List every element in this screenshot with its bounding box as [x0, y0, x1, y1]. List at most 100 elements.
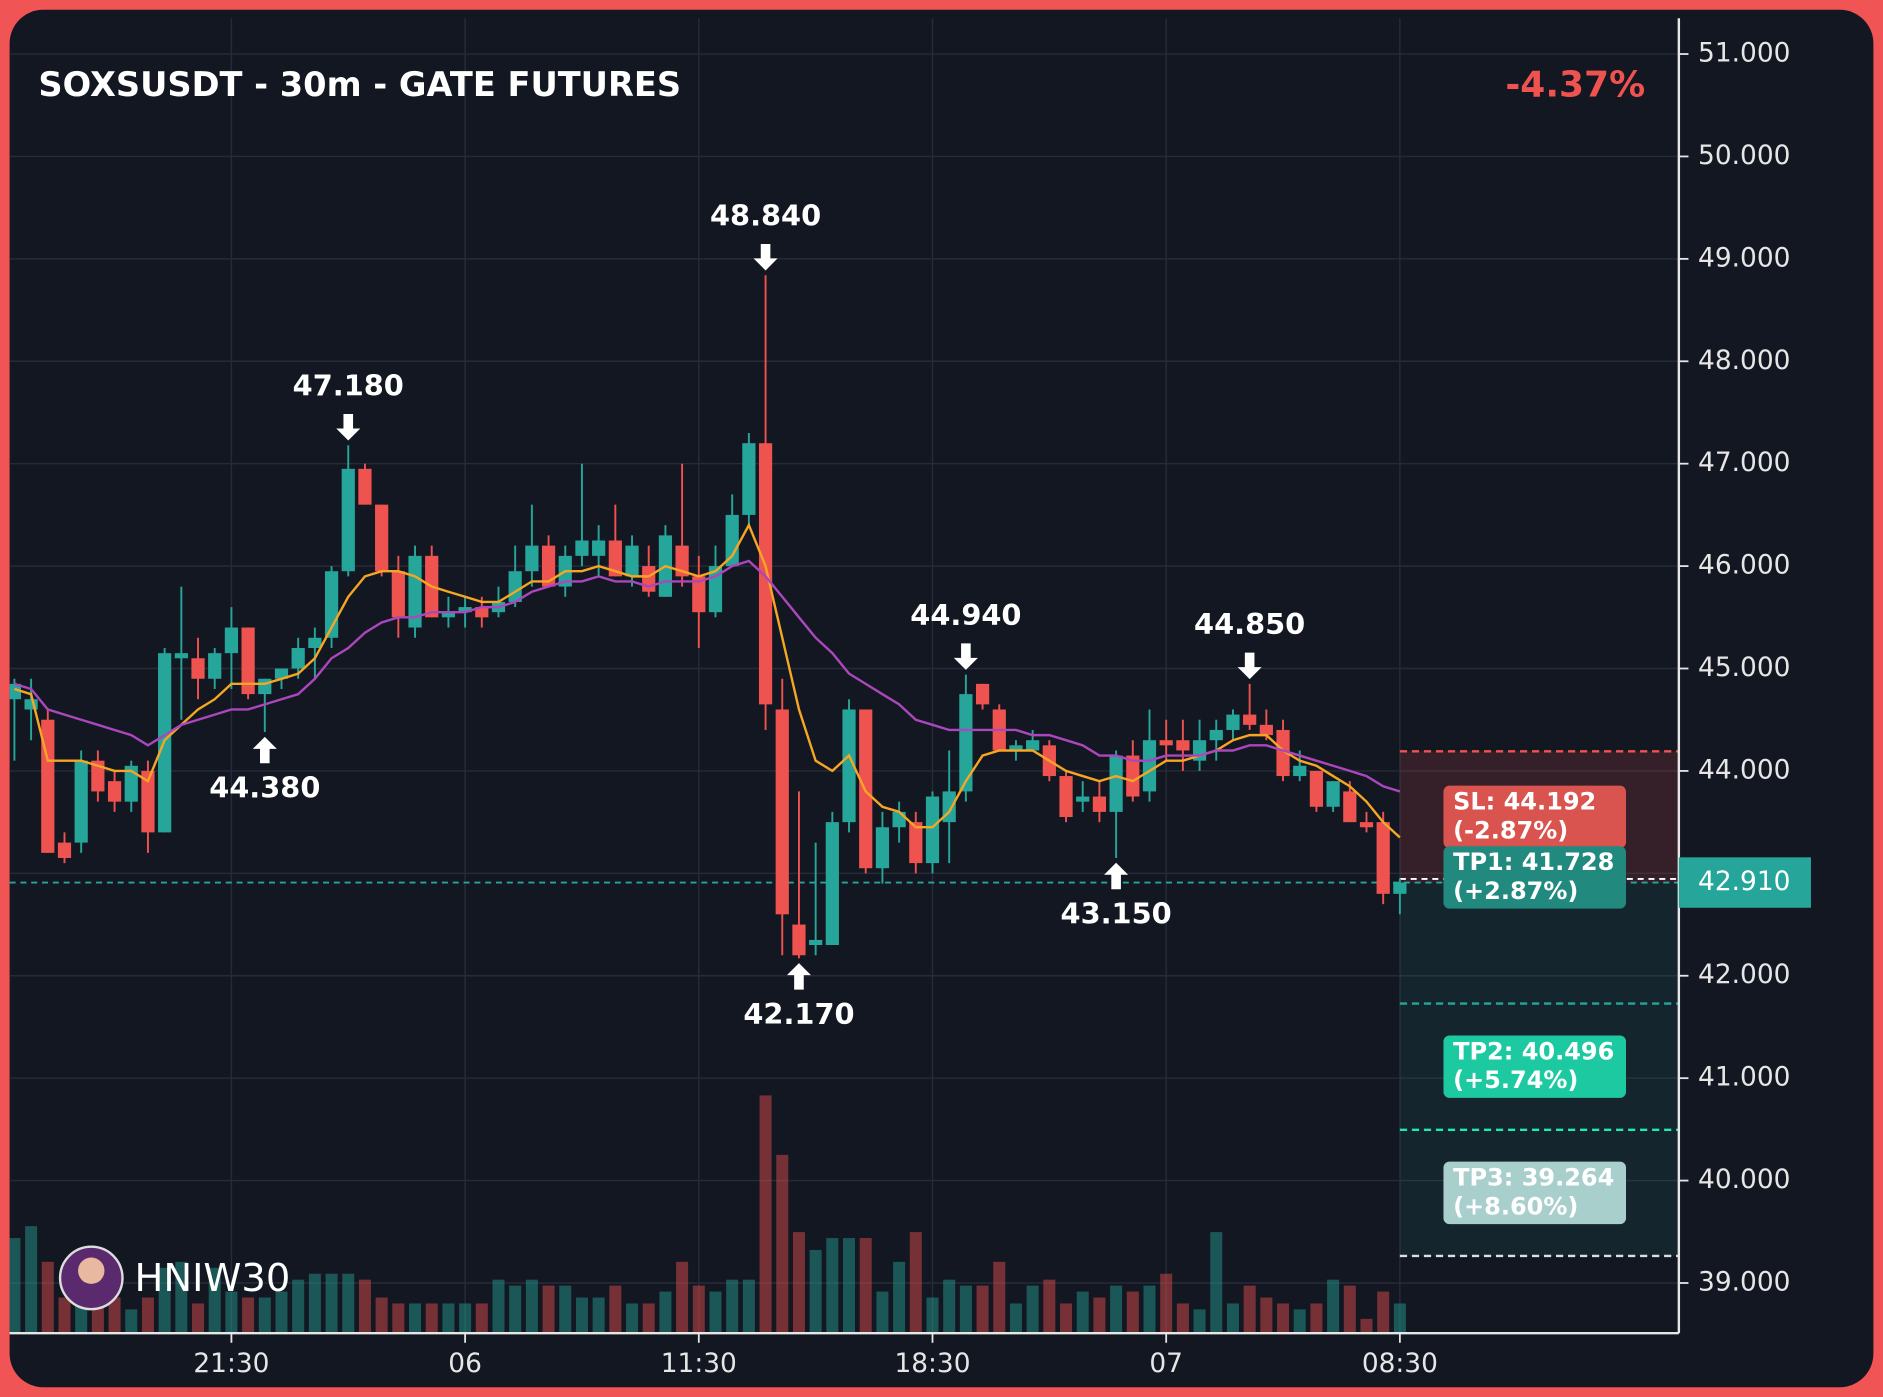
annotation-arrow: [753, 244, 778, 271]
candle-body: [1109, 755, 1123, 812]
candle-body: [825, 822, 839, 946]
volume-bar: [676, 1261, 689, 1334]
volume-bar: [108, 1297, 121, 1334]
volume-bar: [626, 1303, 639, 1334]
volume-bar: [258, 1297, 271, 1334]
volume-bar: [926, 1297, 939, 1334]
volume-bar: [1360, 1318, 1373, 1334]
candle-body: [775, 709, 789, 915]
volume-bar: [308, 1273, 321, 1334]
watermark: HNIW30: [135, 1256, 291, 1301]
candle-body: [1126, 755, 1140, 797]
level-change: (+8.60%): [1453, 1192, 1578, 1220]
candle-body: [892, 811, 906, 828]
volume-bar: [91, 1303, 104, 1334]
volume-bar: [592, 1297, 605, 1334]
avatar-face: [78, 1257, 105, 1284]
volume-bar: [1026, 1285, 1039, 1334]
candle-body: [74, 760, 88, 843]
axes: 39.00040.00041.00042.00043.00044.00045.0…: [9, 18, 1811, 1379]
annotation-arrow: [336, 414, 361, 441]
candle-body: [241, 627, 255, 695]
volume-bar: [1377, 1291, 1390, 1334]
volume-bar: [1009, 1303, 1022, 1334]
candle-body: [575, 540, 589, 556]
candle-body: [625, 545, 639, 577]
candle-body: [1159, 740, 1173, 746]
candle-body: [391, 571, 405, 618]
candle-body: [875, 827, 890, 869]
volume-bar: [192, 1303, 205, 1334]
candle-body: [341, 468, 355, 572]
volume-bar: [175, 1261, 188, 1334]
annotation-arrow: [252, 736, 277, 764]
volume-bar: [1327, 1279, 1340, 1334]
x-tick-label: 07: [1149, 1348, 1183, 1379]
candle-body: [1009, 745, 1023, 751]
y-tick-label: 40.000: [1698, 1164, 1790, 1195]
candle-body: [1276, 729, 1290, 777]
candle-body: [1226, 714, 1240, 730]
candle-body: [124, 765, 138, 802]
x-tick-label: 21:30: [193, 1348, 269, 1379]
candle-body: [758, 443, 773, 705]
last-price-label: 42.910: [1698, 866, 1790, 897]
level-label: SL: 44.192: [1453, 787, 1596, 815]
candle-body: [1343, 791, 1357, 823]
volume-bar: [1210, 1232, 1223, 1334]
candle-body: [1393, 882, 1407, 894]
annotation-label: 47.180: [293, 369, 404, 403]
candle-body: [24, 699, 38, 710]
candle-body: [508, 571, 522, 602]
volume-bar: [876, 1291, 889, 1334]
y-tick-label: 47.000: [1698, 447, 1790, 478]
candle-body: [358, 468, 372, 505]
level-badge: [1443, 846, 1627, 909]
volume-bar: [575, 1297, 588, 1334]
volume-bar: [442, 1303, 455, 1334]
volume-bar: [1176, 1303, 1189, 1334]
volume-bar: [776, 1154, 789, 1334]
volume-bar: [492, 1279, 505, 1334]
volume-bar: [1193, 1309, 1206, 1334]
volume-bar: [342, 1273, 355, 1334]
x-tick-label: 18:30: [894, 1348, 970, 1379]
volume-bar: [1277, 1303, 1290, 1334]
volume-bar: [843, 1238, 856, 1334]
y-tick-label: 41.000: [1698, 1062, 1790, 1093]
candle-body: [1176, 740, 1190, 751]
volume-bar: [1343, 1285, 1356, 1334]
volume-bar: [25, 1226, 38, 1334]
candle-body: [525, 545, 539, 572]
background: [9, 9, 1874, 1388]
volume-bar: [642, 1303, 655, 1334]
x-tick-label: 08:30: [1362, 1348, 1438, 1379]
annotation-label: 43.150: [1061, 897, 1172, 931]
volume-bar: [809, 1249, 822, 1334]
volume-bar: [1043, 1279, 1056, 1334]
candle-body: [375, 504, 389, 572]
volume-bar: [959, 1285, 972, 1334]
volume-bar: [976, 1285, 989, 1334]
volume-bar: [125, 1309, 138, 1334]
y-tick-label: 39.000: [1698, 1266, 1790, 1297]
volume-bar: [1310, 1303, 1323, 1334]
annotation-arrow: [953, 643, 978, 670]
candle-body: [441, 612, 456, 618]
candle-body: [742, 443, 756, 515]
candle-body: [592, 540, 606, 556]
candle-body: [1359, 822, 1374, 828]
candle-body: [1059, 776, 1073, 818]
candle-body: [1243, 714, 1257, 725]
annotations: 47.180 44.380 48.840 42.170 44.940 43.150 44.8…: [209, 199, 1305, 1031]
volume-bar: [525, 1279, 538, 1334]
candle-body: [1259, 724, 1273, 736]
annotation-arrow: [786, 963, 811, 990]
volume-bar: [893, 1261, 906, 1334]
volume-bar: [158, 1267, 171, 1334]
volume-bar: [1143, 1285, 1156, 1334]
level-change: (+5.74%): [1453, 1066, 1578, 1094]
annotation-label: 48.840: [710, 199, 821, 233]
